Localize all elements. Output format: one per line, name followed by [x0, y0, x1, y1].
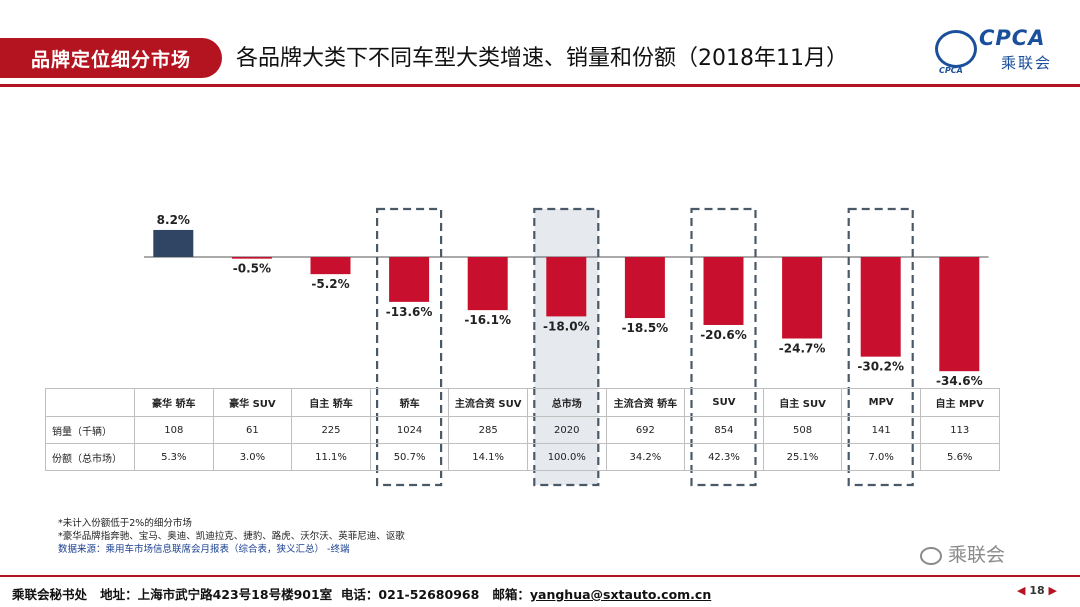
page-number: 18 — [1029, 584, 1045, 597]
cpca-logo: CPCA CPCA 乘联会 — [935, 22, 1070, 77]
table-cell: 2020 — [526, 416, 607, 444]
table-row: 份额（总市场） 5.3% 3.0% 11.1% 50.7% 14.1% 100.0% 34.2… — [45, 443, 1000, 471]
wechat-watermark: 乘联会 — [920, 540, 1005, 567]
value-label: -20.6% — [700, 328, 747, 342]
table-cell: 7.0% — [841, 443, 921, 471]
value-label: -18.5% — [622, 321, 669, 335]
bar — [624, 257, 665, 319]
footer-phone: 021-52680968 — [378, 587, 480, 602]
pager: ◀ 18 ▶ — [1017, 584, 1057, 597]
table-cell: 11.1% — [291, 443, 371, 471]
table-header-row: 豪华 轿车 豪华 SUV 自主 轿车 轿车 主流合资 SUV 总市场 主流合资 轿车 SUV 自… — [45, 388, 1000, 417]
value-label: -5.2% — [311, 277, 349, 291]
table-column-header: 总市场 — [526, 388, 607, 417]
footer-address-label: 地址： — [100, 587, 138, 602]
value-label: -0.5% — [233, 262, 271, 276]
source-note: 数据来源：乘用车市场信息联席会月报表（综合表，狭义汇总） -终端 — [58, 544, 350, 555]
footer-phone-label: 电话： — [340, 587, 379, 602]
bar — [546, 257, 587, 317]
table-cell: 285 — [448, 416, 528, 444]
table-cell: 854 — [684, 416, 764, 444]
table-cell: 3.0% — [212, 443, 293, 471]
logo-emblem-text: CPCA — [939, 66, 963, 75]
next-page-icon[interactable]: ▶ — [1048, 584, 1057, 597]
table-cell: 100.0% — [526, 443, 607, 471]
footer-email[interactable]: yanghua@sxtauto.com.cn — [529, 587, 712, 602]
highlight-box — [376, 207, 443, 487]
page-title: 各品牌大类下不同车型大类增速、销量和份额（2018年11月） — [236, 46, 848, 71]
bar — [782, 257, 823, 339]
value-label: -16.1% — [464, 313, 511, 327]
footer-divider — [0, 575, 1080, 577]
footnote: *未计入份额低于2%的细分市场 — [58, 518, 192, 529]
value-label: -30.2% — [857, 360, 904, 374]
value-label: -18.0% — [543, 319, 590, 333]
footer-org: 乘联会秘书处 — [12, 587, 88, 602]
bar — [231, 257, 272, 259]
logo-text-cn: 乘联会 — [1001, 54, 1053, 72]
table-cell: 61 — [212, 416, 293, 444]
value-label: 8.2% — [157, 213, 190, 227]
table-row-label: 销量（千辆） — [45, 416, 135, 444]
table-cell: 5.6% — [919, 443, 1000, 471]
table-cell: 1024 — [369, 416, 450, 444]
section-tag: 品牌定位细分市场 — [0, 38, 222, 78]
table-cell: 508 — [762, 416, 843, 444]
value-labels: 8.2% -0.5% -5.2% -13.6% -16.1% -18.0% -18.5% -2… — [157, 213, 983, 388]
table-cell: 5.3% — [134, 443, 214, 471]
value-label: -34.6% — [936, 374, 983, 388]
footnotes: *未计入份额低于2%的细分市场 *豪华品牌指奔驰、宝马、奥迪、凯迪拉克、捷豹、路… — [58, 517, 405, 556]
table-corner-cell — [45, 388, 135, 417]
table-cell: 108 — [134, 416, 214, 444]
footer-address: 上海市武宁路423号18号楼901室 — [137, 587, 333, 602]
table-row: 销量（千辆） 108 61 225 1024 285 2020 692 854 508 141 113 — [45, 416, 1000, 444]
table-cell: 692 — [605, 416, 686, 444]
table-row-label: 份额（总市场） — [45, 443, 135, 471]
footnote: *豪华品牌指奔驰、宝马、奥迪、凯迪拉克、捷豹、路虎、沃尔沃、英菲尼迪、讴歌 — [58, 531, 405, 542]
table-cell: 113 — [919, 416, 1000, 444]
value-label: -13.6% — [386, 305, 433, 319]
highlight-box — [690, 207, 757, 487]
table-cell: 14.1% — [448, 443, 528, 471]
table-column-header: 主流合资 SUV — [448, 388, 528, 417]
bar — [860, 257, 901, 357]
header-divider — [0, 84, 1080, 87]
bar — [467, 257, 508, 311]
bars — [153, 229, 980, 372]
wechat-icon — [920, 546, 942, 565]
table-column-header: 主流合资 轿车 — [605, 388, 686, 417]
bar — [703, 257, 744, 325]
bar — [389, 257, 430, 302]
highlight-box — [847, 207, 914, 487]
value-label: -24.7% — [779, 342, 826, 356]
table-column-header: 豪华 SUV — [212, 388, 293, 417]
footer-contact: 乘联会秘书处 地址：上海市武宁路423号18号楼901室 电话：021-5268… — [12, 584, 711, 603]
logo-text: CPCA — [979, 26, 1046, 50]
table-column-header: 自主 MPV — [919, 388, 1000, 417]
table-column-header: MPV — [841, 388, 921, 417]
table-cell: 50.7% — [369, 443, 450, 471]
table-column-header: SUV — [684, 388, 764, 417]
footer-email-label: 邮箱： — [492, 587, 530, 602]
table-column-header: 豪华 轿车 — [134, 388, 214, 417]
table-column-header: 自主 SUV — [762, 388, 843, 417]
data-table: 豪华 轿车 豪华 SUV 自主 轿车 轿车 主流合资 SUV 总市场 主流合资 轿车 SUV 自… — [45, 388, 1000, 471]
table-cell: 25.1% — [762, 443, 843, 471]
table-cell: 225 — [291, 416, 371, 444]
table-cell: 42.3% — [684, 443, 764, 471]
table-cell: 141 — [841, 416, 921, 444]
logo-emblem-icon — [935, 30, 977, 68]
table-cell: 34.2% — [605, 443, 686, 471]
watermark-text: 乘联会 — [948, 544, 1006, 566]
table-column-header: 自主 轿车 — [291, 388, 371, 417]
bar — [310, 257, 351, 275]
table-column-header: 轿车 — [369, 388, 450, 417]
bar — [153, 229, 194, 257]
prev-page-icon[interactable]: ◀ — [1017, 584, 1026, 597]
bar — [939, 257, 980, 372]
